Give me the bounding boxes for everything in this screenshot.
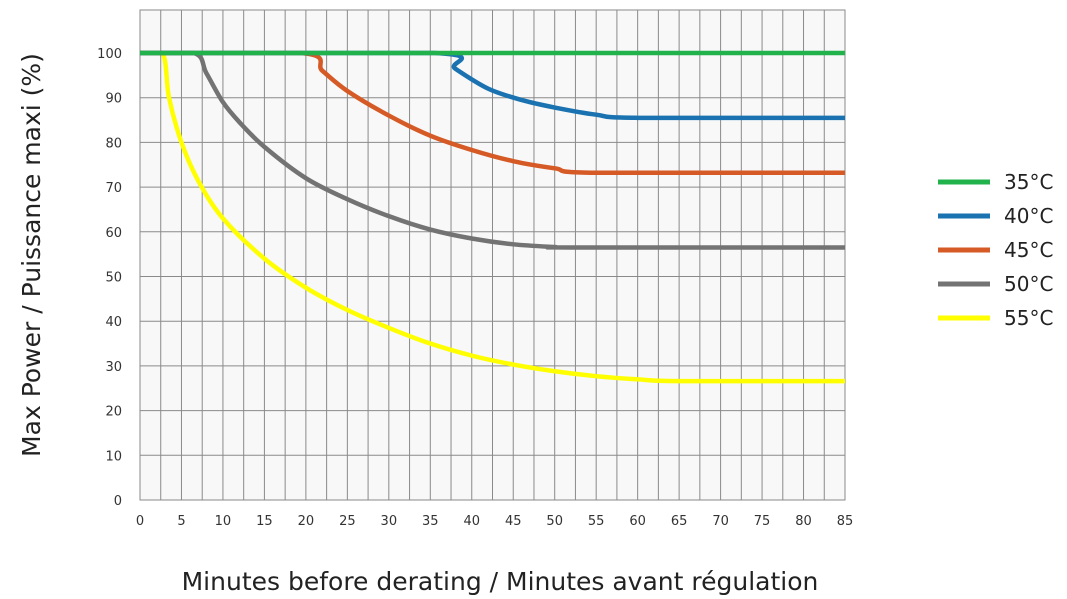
x-tick-label: 5 xyxy=(177,514,185,529)
series-line-50c xyxy=(140,50,845,250)
y-tick-label: 30 xyxy=(105,360,122,375)
legend-label: 45°C xyxy=(1004,238,1053,262)
y-tick-label: 0 xyxy=(114,494,122,509)
x-tick-label: 0 xyxy=(136,514,144,529)
x-tick-label: 50 xyxy=(546,514,563,529)
plot-border xyxy=(139,9,846,501)
x-tick-labels: 0 5 10 15 20 25 30 35 40 45 50 55 60 65 70 75 80 85 xyxy=(136,514,853,529)
x-tick-label: 40 xyxy=(463,514,480,529)
y-tick-label: 70 xyxy=(105,181,122,196)
y-tick-label: 100 xyxy=(97,47,122,62)
x-tick-label: 25 xyxy=(339,514,356,529)
y-tick-label: 20 xyxy=(105,405,122,420)
y-tick-label: 60 xyxy=(105,226,122,241)
x-tick-label: 35 xyxy=(422,514,439,529)
x-tick-label: 85 xyxy=(837,514,854,529)
x-tick-label: 60 xyxy=(629,514,646,529)
series-lines xyxy=(140,50,845,384)
y-tick-label: 90 xyxy=(105,92,122,107)
y-tick-label: 40 xyxy=(105,315,122,330)
x-tick-label: 20 xyxy=(298,514,315,529)
x-tick-label: 65 xyxy=(671,514,688,529)
x-axis-title: Minutes before derating / Minutes avant … xyxy=(182,567,819,596)
legend-label: 50°C xyxy=(1004,272,1053,296)
y-axis-title: Max Power / Puissance maxi (%) xyxy=(17,53,46,457)
x-tick-label: 45 xyxy=(505,514,522,529)
series-line-40c xyxy=(140,50,845,121)
y-tick-label: 10 xyxy=(105,449,122,464)
y-tick-label: 80 xyxy=(105,136,122,151)
legend-label: 40°C xyxy=(1004,204,1053,228)
x-tick-label: 10 xyxy=(215,514,232,529)
series-line-45c xyxy=(140,50,845,176)
y-tick-labels: 0 10 20 30 40 50 60 70 80 90 100 xyxy=(97,47,122,509)
x-tick-label: 70 xyxy=(712,514,729,529)
legend: 35°C 40°C 45°C 50°C 55°C xyxy=(938,170,1053,330)
x-tick-label: 80 xyxy=(795,514,812,529)
x-tick-label: 30 xyxy=(381,514,398,529)
x-tick-label: 55 xyxy=(588,514,605,529)
legend-label: 55°C xyxy=(1004,306,1053,330)
x-tick-label: 75 xyxy=(754,514,771,529)
series-line-55c xyxy=(140,50,845,384)
gridlines xyxy=(139,9,846,501)
x-tick-label: 15 xyxy=(256,514,273,529)
y-tick-label: 50 xyxy=(105,271,122,286)
legend-label: 35°C xyxy=(1004,170,1053,194)
